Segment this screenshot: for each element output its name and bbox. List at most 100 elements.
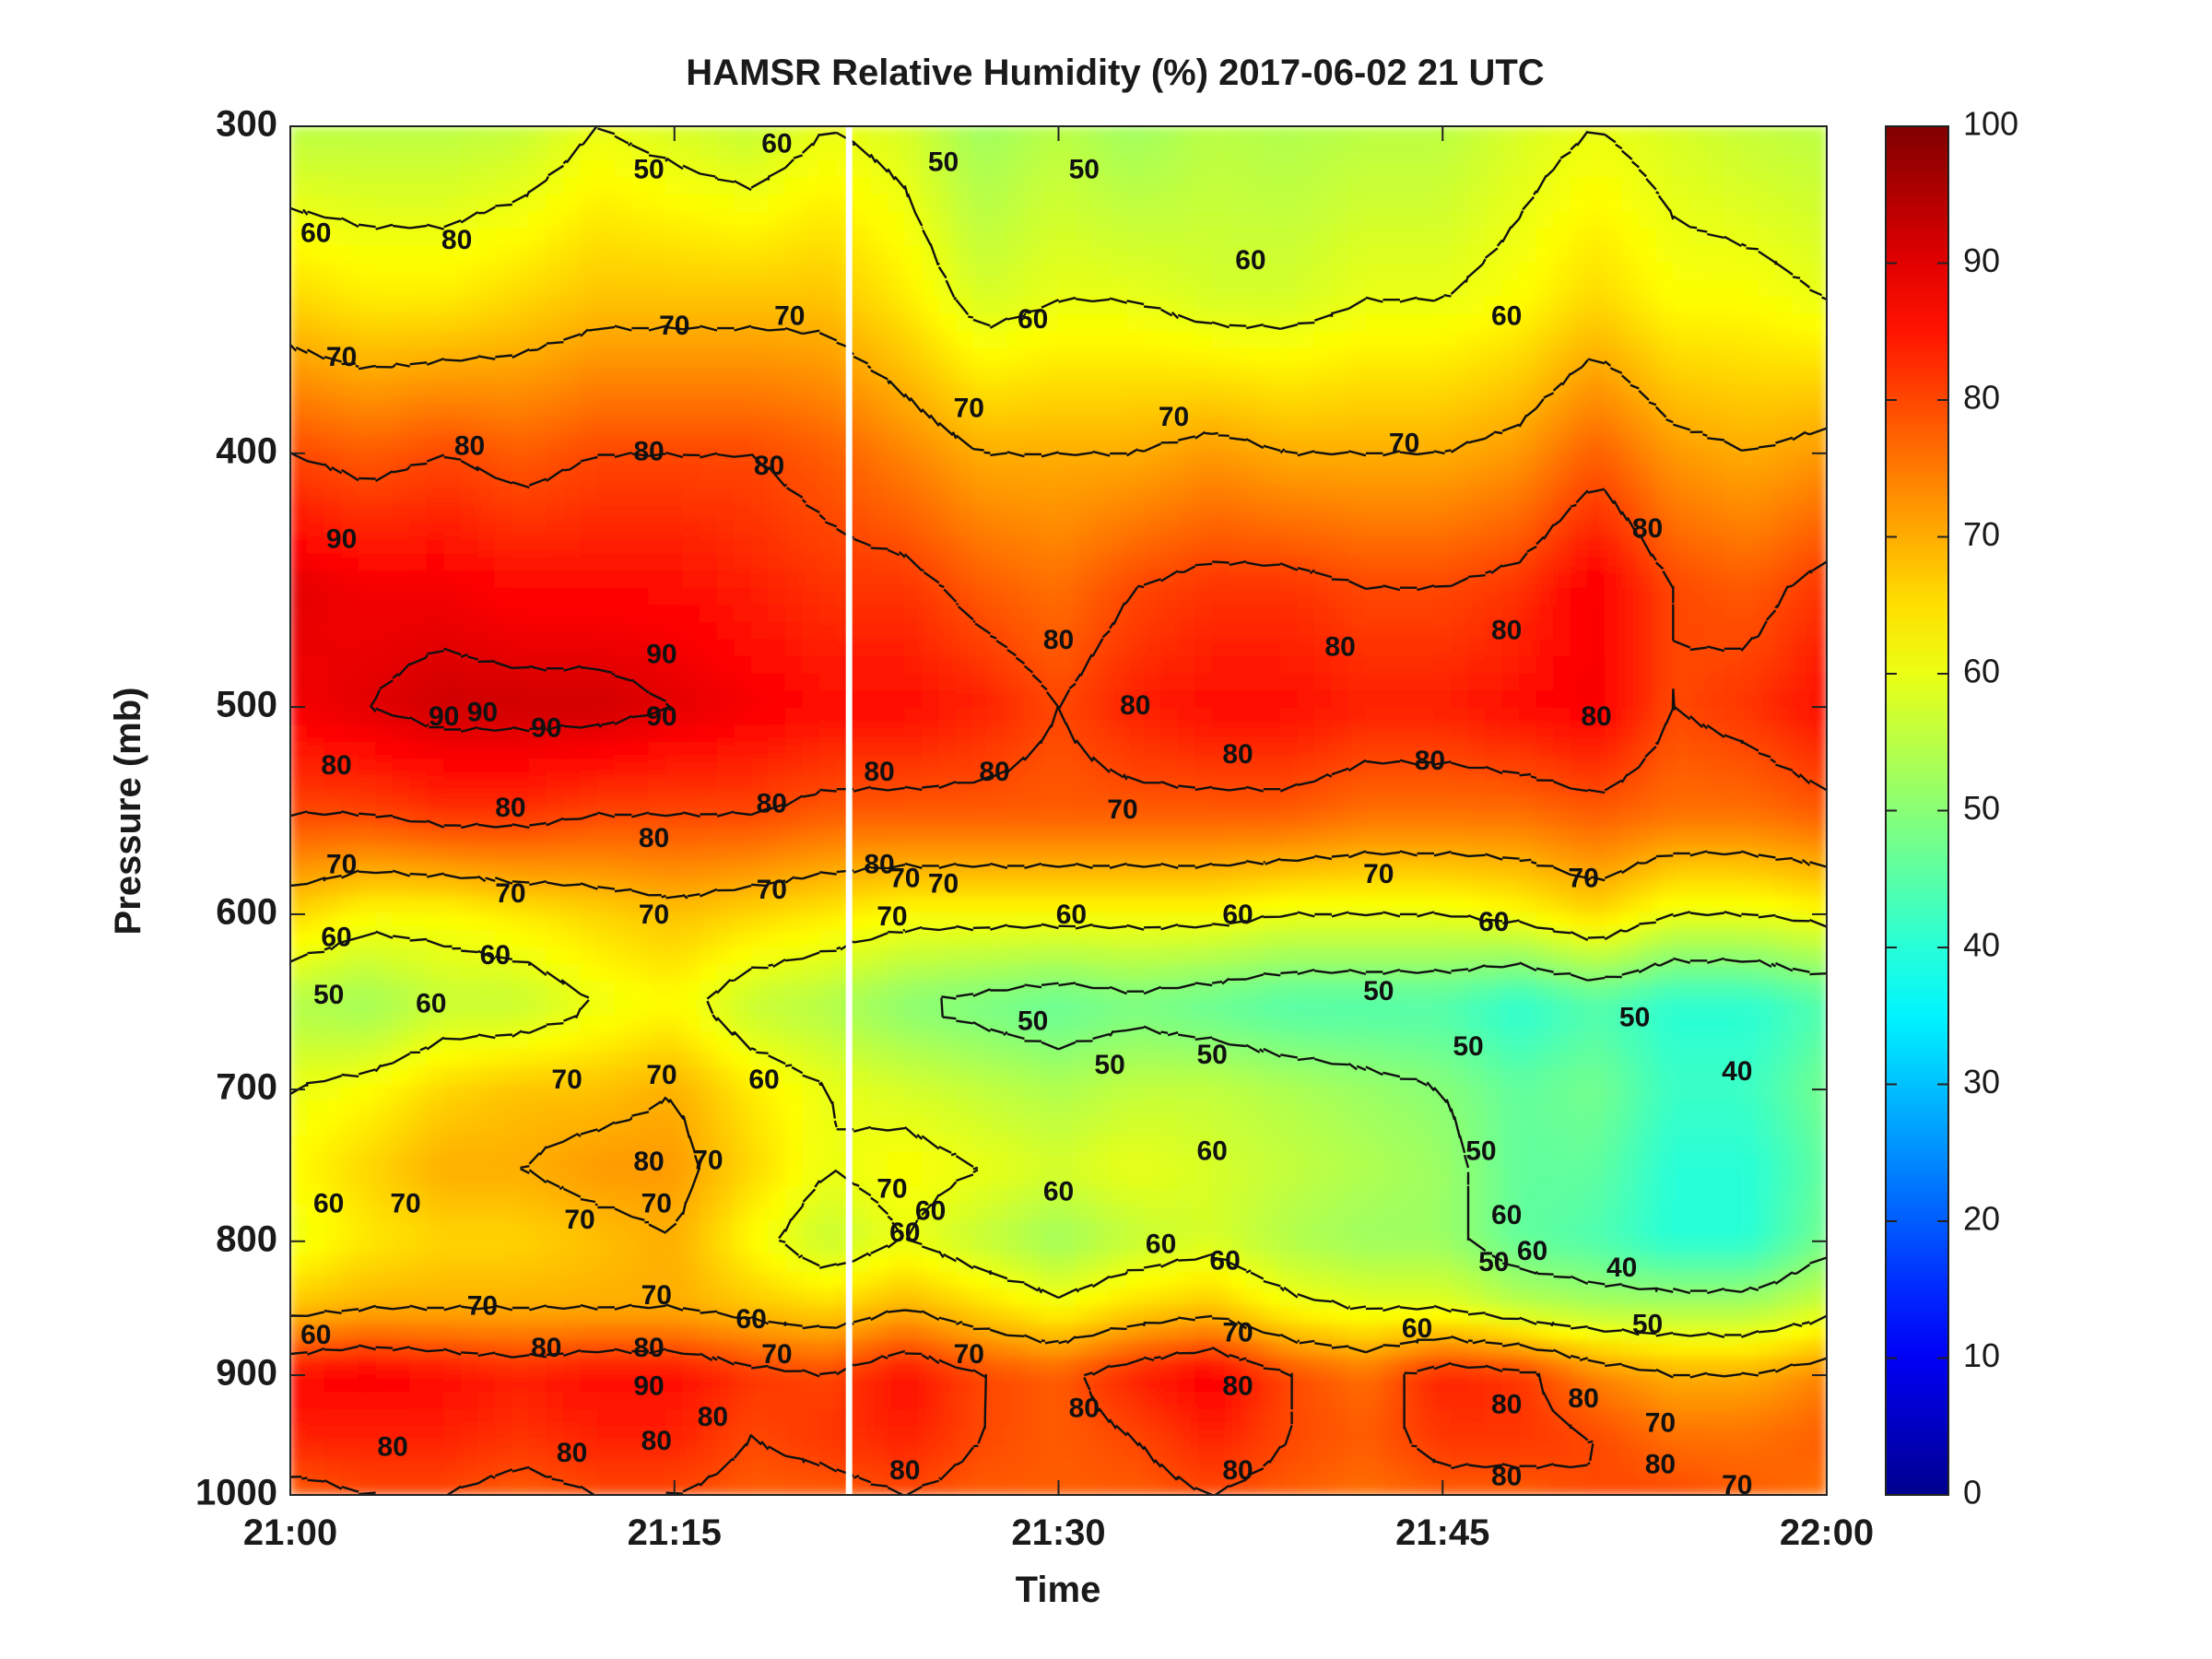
heatmap-cell (460, 467, 479, 487)
heatmap-cell (818, 621, 838, 641)
heatmap-cell (1621, 912, 1640, 931)
heatmap-cell (1587, 536, 1606, 555)
heatmap-cell (818, 263, 838, 281)
heatmap-cell (1451, 964, 1469, 982)
heatmap-cell (1519, 365, 1537, 383)
heatmap-cell (1347, 417, 1367, 435)
heatmap-cell (494, 1049, 513, 1068)
heatmap-cell (1006, 775, 1025, 794)
heatmap-cell (1809, 639, 1827, 657)
heatmap-cell (1638, 194, 1657, 213)
heatmap-cell (1245, 981, 1265, 1000)
heatmap-cell (1485, 417, 1503, 435)
heatmap-cell (1792, 964, 1810, 982)
heatmap-cell (1519, 673, 1537, 692)
heatmap-cell (358, 433, 377, 453)
heatmap-cell (1058, 998, 1077, 1017)
heatmap-cell (853, 553, 872, 572)
heatmap-cell (562, 861, 582, 880)
heatmap-cell (1792, 724, 1810, 743)
heatmap-cell (750, 878, 770, 897)
heatmap-cell (1451, 451, 1469, 469)
heatmap-cell (1245, 1049, 1265, 1068)
heatmap-cell (1092, 895, 1111, 914)
heatmap-cell (700, 433, 718, 453)
heatmap-cell (1792, 655, 1810, 675)
heatmap-cell (1672, 143, 1691, 161)
heatmap-cell (1263, 143, 1281, 161)
heatmap-cell (1758, 861, 1776, 880)
heatmap-cell (1160, 228, 1179, 247)
heatmap-cell (989, 399, 1008, 418)
heatmap-cell (1519, 331, 1537, 349)
heatmap-cell (1382, 417, 1401, 435)
heatmap-cell (477, 895, 496, 914)
heatmap-cell (409, 655, 428, 675)
heatmap-cell (1672, 279, 1691, 299)
heatmap-cell (1501, 501, 1521, 521)
heatmap-cell (1297, 759, 1315, 777)
heatmap-cell (921, 347, 940, 367)
heatmap-cell (341, 844, 359, 863)
heatmap-cell (1672, 365, 1691, 383)
heatmap-cell (1006, 553, 1025, 572)
heatmap-cell (324, 485, 342, 503)
heatmap-cell (802, 451, 820, 469)
heatmap-cell (802, 467, 820, 487)
heatmap-cell (1485, 159, 1503, 179)
heatmap-cell (1245, 399, 1265, 418)
heatmap-cell (1570, 451, 1589, 469)
heatmap-cell (921, 313, 940, 333)
heatmap-cell (1621, 998, 1640, 1017)
heatmap-cell (1245, 553, 1265, 572)
heatmap-cell (596, 451, 616, 469)
heatmap-cell (870, 793, 888, 811)
heatmap-cell (1672, 912, 1691, 931)
heatmap-cell (494, 297, 513, 315)
heatmap-cell (1006, 194, 1025, 213)
heatmap-cell (1706, 536, 1725, 555)
heatmap-cell (528, 759, 547, 777)
heatmap-cell (784, 211, 804, 229)
heatmap-cell (1194, 707, 1213, 726)
heatmap-cell (1041, 263, 1059, 281)
heatmap-cell (682, 1032, 700, 1051)
heatmap-cell (1638, 417, 1657, 435)
heatmap-cell (546, 194, 564, 213)
heatmap-cell (1194, 211, 1213, 229)
heatmap-cell (938, 707, 957, 726)
heatmap-cell (904, 501, 923, 521)
heatmap-cell (700, 485, 718, 503)
heatmap-cell (1177, 417, 1196, 435)
heatmap-cell (1655, 433, 1674, 453)
heatmap-cell (1194, 553, 1213, 572)
heatmap-cell (546, 331, 564, 349)
heatmap-cell (1501, 895, 1521, 914)
heatmap-cell (1570, 981, 1589, 1000)
heatmap-cell (1331, 433, 1349, 453)
heatmap-cell (630, 912, 650, 931)
heatmap-cell (630, 827, 650, 846)
heatmap-cell (716, 587, 735, 606)
heatmap-cell (1621, 947, 1640, 966)
heatmap-cell (665, 263, 684, 281)
heatmap-cell (1313, 759, 1333, 777)
heatmap-cell (443, 741, 462, 760)
heatmap-cell (443, 451, 462, 469)
heatmap-cell (955, 245, 974, 264)
heatmap-cell (1535, 605, 1555, 623)
heatmap-cell (1263, 245, 1281, 264)
heatmap-cell (630, 553, 650, 572)
heatmap-cell (1570, 347, 1589, 367)
heatmap-cell (528, 433, 547, 453)
heatmap-cell (802, 1015, 820, 1034)
heatmap-cell (938, 553, 957, 572)
heatmap-cell (1229, 228, 1247, 247)
heatmap-cell (665, 861, 684, 880)
heatmap-cell (1058, 553, 1077, 572)
heatmap-cell (1467, 1015, 1486, 1034)
heatmap-cell (1638, 895, 1657, 914)
heatmap-cell (324, 844, 342, 863)
heatmap-cell (1279, 929, 1299, 948)
heatmap-cell (392, 571, 411, 589)
